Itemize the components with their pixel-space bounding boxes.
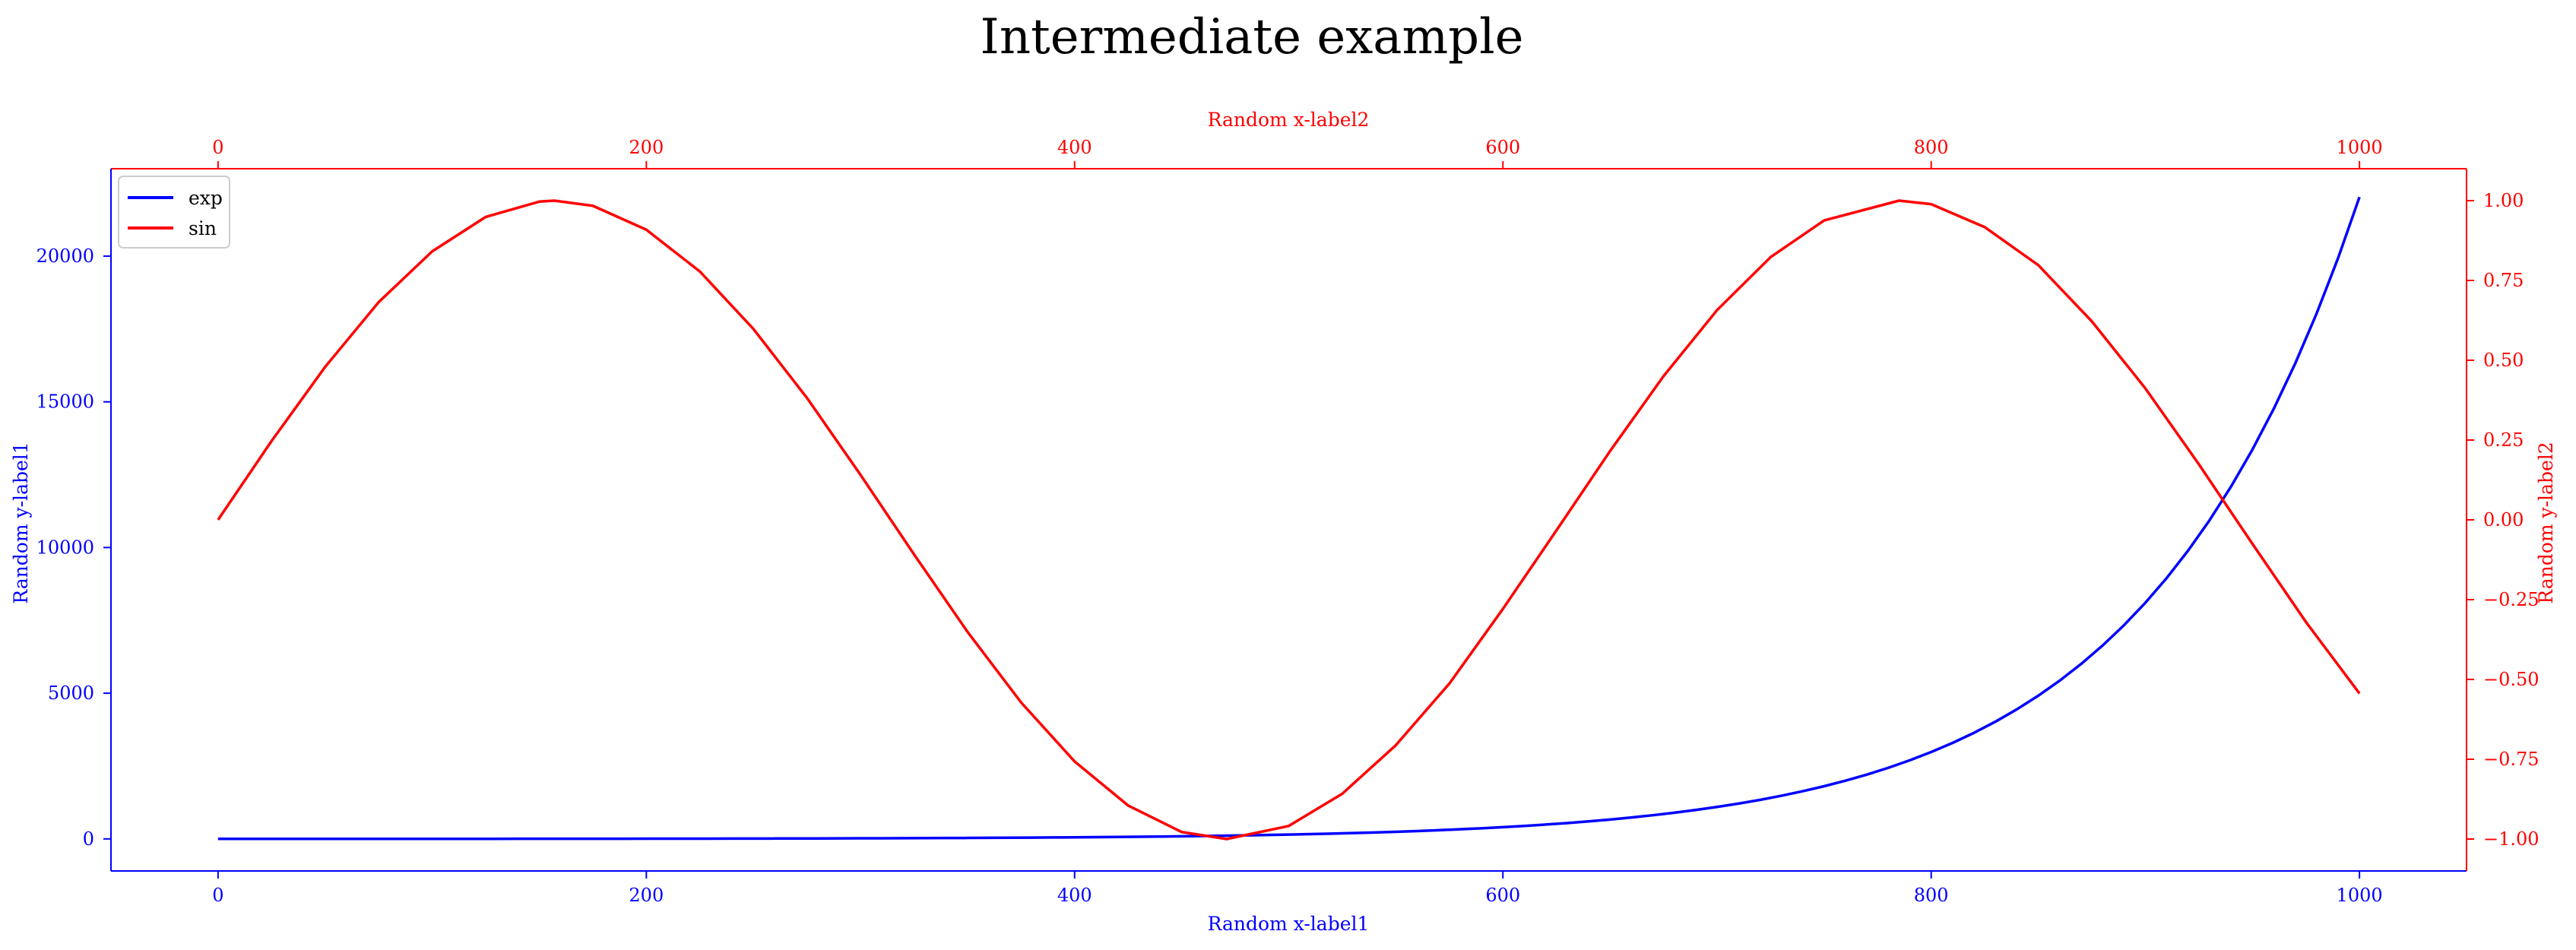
legend: exp sin [118,176,230,249]
y-right-tick-label: 0.25 [2483,429,2524,451]
y-axis-right-label: Random y-label2 [2535,442,2557,603]
y-right-tick-label: −1.00 [2483,828,2540,850]
x-bottom-tick-label: 600 [1485,885,1520,906]
y-left-tick-label: 15000 [36,391,94,413]
x-top-tick-label: 800 [1914,137,1949,158]
x-axis-bottom-label: Random x-label1 [1208,913,1370,935]
x-top-tick-label: 400 [1057,137,1092,158]
x-bottom-tick-label: 1000 [2337,885,2383,906]
y-right-tick-label: 1.00 [2483,190,2524,211]
y-right-tick-label: 0.00 [2483,509,2524,530]
y-left-tick-label: 5000 [48,682,94,704]
legend-frame [118,176,230,249]
y-right-tick-label: −0.75 [2483,749,2540,770]
y-left-tick-label: 0 [83,828,94,850]
series-line-sin [217,199,2361,841]
x-axis-top-label: Random x-label2 [1208,109,1370,131]
x-bottom-tick-label: 400 [1057,885,1092,906]
legend-label-exp: exp [189,187,223,209]
legend-label-sin: sin [189,217,217,239]
y-right-tick-label: −0.25 [2483,589,2540,610]
y-axis-left-label: Random y-label1 [10,442,32,603]
series-line-exp [217,196,2361,841]
x-top-tick-label: 200 [629,137,664,158]
x-bottom-tick-label: 0 [212,885,223,906]
y-right-tick-label: −0.50 [2483,669,2540,690]
x-top-tick-label: 0 [212,137,223,158]
x-top-tick-label: 1000 [2337,137,2383,158]
plot-area [217,196,2361,841]
x-top-tick-label: 600 [1485,137,1520,158]
y-left-tick-label: 20000 [36,245,94,267]
y-right-tick-label: 0.50 [2483,350,2524,371]
y-left-tick-label: 10000 [36,537,94,558]
x-bottom-tick-label: 800 [1914,885,1949,906]
x-bottom-tick-label: 200 [629,885,664,906]
chart-title: Intermediate example [981,9,1524,65]
y-right-tick-label: 0.75 [2483,270,2524,291]
axes-layer: 0 200 400 600 800 10000 200 400 600 800 1000050001… [36,137,2540,906]
